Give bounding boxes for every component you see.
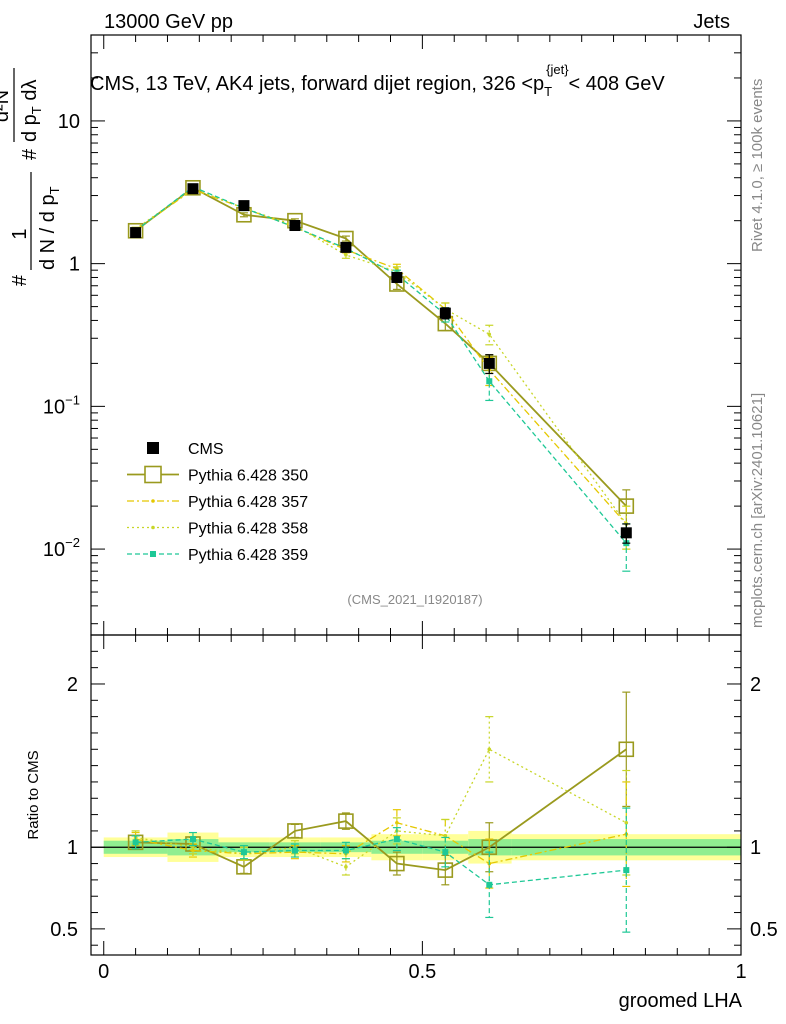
ratio-ytick-label-left: 2 — [67, 674, 78, 696]
legend-marker-cms — [147, 442, 159, 454]
main-point-cms — [130, 227, 142, 239]
main-point-cms — [187, 183, 199, 195]
ylabel-hash-left: # — [9, 274, 31, 286]
ratio-point-p358 — [191, 845, 195, 850]
main-series-line-p350 — [135, 186, 627, 507]
rivet-version-label: Rivet 4.1.0, ≥ 100k events — [749, 79, 766, 252]
ratio-point-p359 — [442, 849, 449, 856]
main-point-cms — [620, 527, 632, 539]
main-plot-panel: 10−2 10−1 1 10 (CMS_2021_I1920187) CMS, 13 … — [43, 34, 742, 636]
legend-marker-p358 — [151, 525, 155, 530]
main-point-p350 — [185, 179, 201, 196]
ylabel-inner-denominator: d pT dλ — [19, 80, 44, 142]
x-tick-label: 1 — [735, 961, 746, 983]
x-tick-label: 0 — [98, 961, 109, 983]
ylabel-denominator: d N / d pT — [37, 186, 62, 270]
main-point-cms — [391, 271, 403, 283]
ratio-ylabel: Ratio to CMS — [25, 750, 42, 839]
plot-title: CMS, 13 TeV, AK4 jets, forward dijet reg… — [90, 62, 665, 99]
legend-label-p358: Pythia 6.428 358 — [188, 521, 308, 538]
legend-label-p350: Pythia 6.428 350 — [188, 468, 308, 485]
main-point-cms — [483, 357, 495, 369]
ylabel-numerator: d²N — [0, 90, 13, 122]
ratio-ytick-label-right: 0.5 — [750, 919, 778, 941]
ratio-point-p350 — [389, 855, 405, 872]
legend-marker-p357 — [151, 499, 155, 503]
x-axis-label: groomed LHA — [619, 990, 743, 1012]
main-point-cms — [289, 220, 301, 232]
legend-label-p359: Pythia 6.428 359 — [188, 547, 308, 564]
ratio-point-p358 — [344, 865, 348, 869]
ratio-point-p358 — [443, 834, 448, 838]
ratio-point-p359 — [623, 867, 630, 874]
legend-marker-p350 — [144, 465, 162, 484]
title-prefix: CMS, 13 TeV, AK4 jets, forward dijet reg… — [90, 73, 533, 95]
ratio-point-p359 — [486, 881, 493, 888]
main-point-cms — [340, 241, 352, 253]
ratio-point-p359 — [291, 847, 298, 854]
legend-label-cms: CMS — [188, 441, 224, 458]
ratio-point-p358 — [624, 820, 629, 825]
main-plot-frame — [90, 34, 742, 636]
legend-marker-p359 — [150, 551, 156, 557]
ratio-point-p350 — [338, 813, 354, 829]
main-series-line-p358 — [135, 187, 627, 525]
title-subscript: T — [544, 84, 552, 99]
main-series-line-p359 — [135, 186, 627, 544]
main-ytick-label: 1 — [69, 254, 80, 276]
ratio-point-p359 — [342, 847, 349, 854]
main-point-p358 — [344, 253, 348, 257]
ratio-ytick-label-right: 2 — [750, 674, 761, 696]
main-point-cms — [439, 307, 451, 319]
ratio-point-p359 — [240, 849, 247, 856]
ratio-point-p359 — [132, 839, 139, 846]
main-ytick-label: 10 — [58, 111, 80, 133]
ratio-point-p350 — [618, 741, 635, 758]
mcplots-label: mcplots.cern.ch [arXiv:2401.10621] — [749, 393, 766, 628]
title-p-symbol: p — [533, 73, 544, 95]
ylabel-hash-right: # — [19, 148, 41, 160]
ratio-plot-panel: 0.5 0.51 12 20 0.5 1 Ratio to CMS groomed LHA — [25, 634, 778, 1012]
ratio-ytick-label-left: 0.5 — [50, 919, 78, 941]
legend-label-p357: Pythia 6.428 357 — [188, 494, 308, 511]
ratio-ytick-label-right: 1 — [750, 837, 761, 859]
header-jets-label: Jets — [693, 11, 730, 33]
ylabel-one: 1 — [9, 228, 31, 239]
main-ytick-label: 10−2 — [43, 535, 80, 561]
legend: CMS Pythia 6.428 350 Pythia 6.428 357 Pythi… — [127, 441, 308, 564]
x-tick-label: 0.5 — [408, 961, 436, 983]
main-point-p359 — [486, 378, 493, 385]
main-ylabel: # 1 d N / d pT # d²N d pT dλ — [0, 68, 62, 286]
ratio-point-p358 — [487, 747, 492, 752]
ratio-point-p359 — [189, 836, 196, 843]
ratio-point-p359 — [393, 836, 400, 843]
ratio-point-p357 — [395, 820, 399, 825]
ratio-ytick-label-left: 1 — [67, 837, 78, 859]
title-suffix: < 408 GeV — [569, 73, 666, 95]
ratio-point-p357 — [191, 848, 195, 853]
main-ytick-label: 10−1 — [43, 392, 80, 418]
analysis-watermark: (CMS_2021_I1920187) — [347, 592, 482, 607]
ratio-plot-frame — [90, 634, 742, 956]
main-point-cms — [238, 200, 250, 212]
main-point-p358 — [487, 332, 492, 337]
title-superscript: {jet} — [546, 62, 569, 77]
header-energy-label: 13000 GeV pp — [104, 11, 233, 33]
ratio-point-p350 — [287, 823, 303, 839]
